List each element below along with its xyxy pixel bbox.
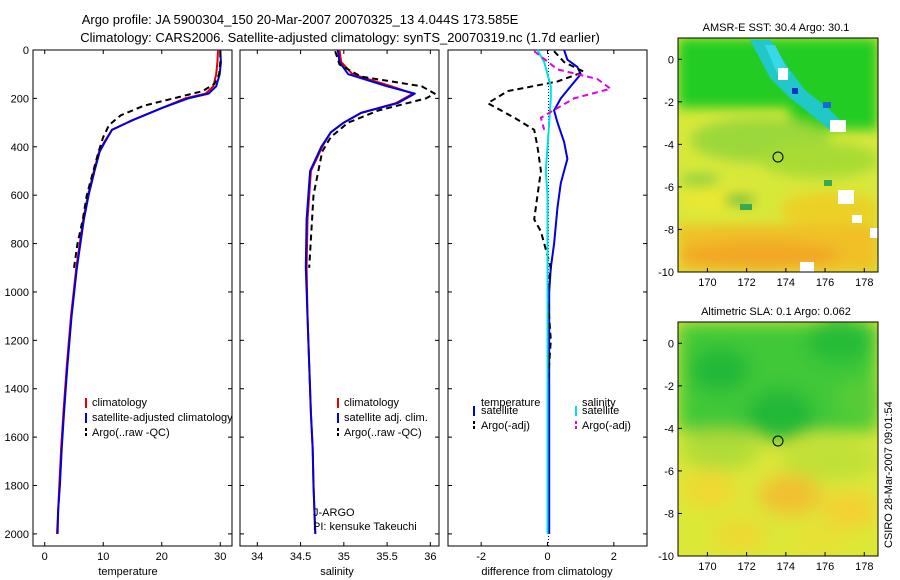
map-x-tick-label: 170	[698, 277, 716, 289]
map-x-tick-label: 176	[816, 561, 834, 573]
x-tick-label: 30	[214, 551, 226, 563]
series-line-temperature-argo-adj-	[486, 50, 585, 389]
map-x-tick-label: 174	[777, 277, 795, 289]
map-y-tick-label: -2	[664, 97, 674, 109]
map-x-tick-label: 178	[855, 561, 873, 573]
series-line-satellite-adjusted-climatology	[56, 49, 222, 534]
sla-map-ticks: 170 172 174 176 178 0 -2 -4 -6 -8 -10	[658, 338, 873, 573]
map-y-tick-label: -4	[664, 139, 674, 151]
difference-xlabel: difference from climatology	[481, 566, 613, 578]
y-tick-label: 0	[23, 45, 29, 57]
legend-label-argo: Argo(..raw -QC)	[92, 427, 170, 439]
map-x-tick-label: 170	[698, 561, 716, 573]
temperature-ticks: 0 10 20 30 0 200 400 600 800 1000 1200 1400 1600 1800…	[5, 45, 232, 563]
legend-label-argo: Argo(..raw -QC)	[344, 427, 422, 439]
salinity-series	[304, 49, 436, 534]
map-x-tick-label: 178	[855, 277, 873, 289]
x-tick-label: 10	[97, 551, 109, 563]
y-tick-label: 2000	[5, 529, 29, 541]
sst-map-title: AMSR-E SST: 30.4 Argo: 30.1	[703, 22, 850, 34]
map-y-tick-label: -6	[664, 466, 674, 478]
x-tick-label: -2	[476, 551, 486, 563]
difference-panel: -2 0 2 difference from climatology tempera…	[447, 49, 648, 578]
temperature-axes-frame	[32, 49, 233, 547]
x-tick-label: 0	[544, 551, 550, 563]
sst-map: AMSR-E SST: 30.4 Argo: 30.1	[658, 22, 879, 289]
legend-label-climatology: climatology	[92, 397, 148, 409]
sla-argo-marker	[772, 435, 784, 447]
y-tick-label: 1400	[5, 384, 29, 396]
y-tick-label: 1800	[5, 481, 29, 493]
sst-argo-marker	[772, 151, 784, 163]
legend-heading-salinity: salinity	[582, 397, 616, 409]
series-line-satellite-adj-clim-	[304, 49, 416, 534]
map-y-tick-label: 0	[668, 338, 674, 350]
sst-map-frame	[677, 37, 879, 273]
temperature-series	[56, 49, 222, 534]
y-tick-label: 1600	[5, 432, 29, 444]
y-tick-label: 600	[11, 190, 29, 202]
series-line-argo-raw-qc-	[308, 50, 436, 268]
legend-label-satellite: satellite-adjusted climatology	[92, 412, 233, 424]
map-y-tick-label: -8	[664, 224, 674, 236]
x-tick-label: 36	[424, 551, 436, 563]
map-x-tick-label: 172	[737, 561, 755, 573]
sla-map-frame	[677, 321, 879, 557]
salinity-axes-frame	[239, 49, 440, 547]
legend-label-climatology: climatology	[344, 397, 400, 409]
y-tick-label: 400	[11, 142, 29, 154]
figure-title-line1: Argo profile: JA 5900304_150 20-Mar-2007…	[82, 12, 519, 27]
salinity-xlabel: salinity	[320, 566, 354, 578]
salinity-panel: 34 34.5 35 35.5 36 salinity climatology sate…	[239, 49, 440, 578]
map-y-tick-label: 0	[668, 54, 674, 66]
sst-field	[678, 38, 878, 272]
legend-label-sal-argo: Argo(-adj)	[582, 420, 631, 432]
x-tick-label: 34	[251, 551, 263, 563]
map-y-tick-label: -2	[664, 381, 674, 393]
temperature-panel: 0 10 20 30 0 200 400 600 800 1000 1200 1400 1600 1800…	[5, 45, 234, 578]
legend-label-satellite: satellite adj. clim.	[344, 412, 428, 424]
x-tick-label: 35	[338, 551, 350, 563]
sst-map-ticks: 170 172 174 176 178 0 -2 -4 -6 -8 -10	[658, 54, 873, 289]
figure-title-line2: Climatology: CARS2006. Satellite-adjuste…	[80, 30, 600, 45]
map-x-tick-label: 172	[737, 277, 755, 289]
map-y-tick-label: -6	[664, 182, 674, 194]
x-tick-label: 0	[42, 551, 48, 563]
side-timestamp: CSIRO 28-Mar-2007 09:01:54	[883, 401, 895, 548]
series-line-salinity-satellite	[536, 49, 552, 534]
x-tick-label: 2	[611, 551, 617, 563]
legend-heading-temperature: temperature	[481, 397, 540, 409]
map-y-tick-label: -8	[664, 508, 674, 520]
temperature-xlabel: temperature	[98, 566, 157, 578]
sla-map: Altimetric SLA: 0.1 Argo: 0.062 170 172 17…	[658, 306, 879, 573]
legend-label-temp-satellite: satellite	[481, 405, 518, 417]
legend-label-sal-satellite: satellite	[582, 405, 619, 417]
x-tick-label: 35.5	[376, 551, 397, 563]
y-tick-label: 1000	[5, 287, 29, 299]
legend-label-temp-argo: Argo(-adj)	[481, 420, 530, 432]
y-tick-label: 1200	[5, 335, 29, 347]
series-line-climatology	[305, 49, 414, 534]
x-tick-label: 20	[156, 551, 168, 563]
series-line-salinity-argo-adj-	[533, 50, 612, 131]
series-line-argo-raw-qc-	[73, 51, 222, 268]
difference-ticks: -2 0 2	[448, 49, 647, 563]
map-y-tick-label: -4	[664, 423, 674, 435]
difference-series	[486, 49, 612, 534]
credit-line1: J-ARGO	[313, 507, 355, 519]
sla-field	[678, 322, 878, 556]
map-x-tick-label: 174	[777, 561, 795, 573]
x-tick-label: 34.5	[290, 551, 311, 563]
map-x-tick-label: 176	[816, 277, 834, 289]
series-line-climatology	[56, 49, 219, 534]
salinity-ticks: 34 34.5 35 35.5 36	[240, 49, 439, 563]
series-line-temperature-satellite	[548, 49, 582, 534]
y-tick-label: 800	[11, 239, 29, 251]
y-tick-label: 200	[11, 93, 29, 105]
credit-line2: PI: kensuke Takeuchi	[313, 521, 417, 533]
sla-map-title: Altimetric SLA: 0.1 Argo: 0.062	[701, 306, 851, 318]
map-y-tick-label: -10	[658, 267, 674, 279]
map-y-tick-label: -10	[658, 551, 674, 563]
